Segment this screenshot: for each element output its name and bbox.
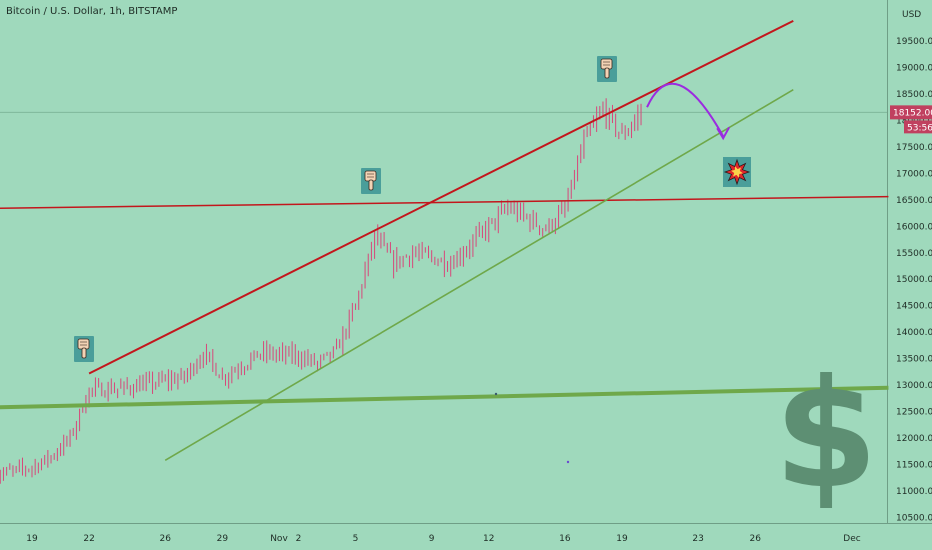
y-tick-label: 15500.00: [896, 249, 932, 259]
pointing-hand-icon: [74, 336, 94, 362]
y-tick-label: 18500.00: [896, 90, 932, 100]
pointing-hand-icon: [597, 56, 617, 82]
x-tick-label: Nov: [270, 534, 288, 544]
y-tick-label: 19000.00: [896, 63, 932, 73]
y-tick-label: 12500.00: [896, 408, 932, 418]
x-tick-label: Dec: [843, 534, 860, 544]
trendline-support[interactable]: [164, 89, 794, 461]
y-tick-label: 10500.00: [896, 513, 932, 523]
x-tick-label: 2: [296, 534, 302, 544]
countdown-value: 53:56: [907, 123, 932, 133]
trendline-resistance[interactable]: [88, 19, 794, 375]
x-tick-label: 29: [217, 534, 229, 544]
y-tick-label: 13500.00: [896, 355, 932, 365]
x-tick-label: 26: [159, 534, 171, 544]
y-tick-label: 17000.00: [896, 169, 932, 179]
pointing-hand-icon: [361, 168, 381, 194]
y-tick-label: 11500.00: [896, 461, 932, 471]
x-tick-label: 9: [429, 534, 435, 544]
projection-arrow[interactable]: [646, 82, 725, 137]
x-tick-label: 22: [83, 534, 94, 544]
y-tick-label: 19500.00: [896, 37, 932, 47]
price-axis[interactable]: [888, 0, 932, 550]
x-tick-label: 19: [616, 534, 628, 544]
trendline-long-term-support[interactable]: [0, 385, 889, 410]
y-tick-label: 15000.00: [896, 275, 932, 285]
y-tick-label: 14000.00: [896, 328, 932, 338]
x-tick-label: 19: [26, 534, 38, 544]
countdown-tag: [904, 120, 932, 134]
x-tick-label: 5: [353, 534, 359, 544]
current-price-tag: [890, 105, 932, 120]
axis-labels: 10500.00 11000.00 11500.00 12000.00 12500.00…: [26, 10, 932, 544]
y-tick-label: 17500.00: [896, 143, 932, 153]
x-tick-label: 23: [692, 534, 703, 544]
candle-series: [0, 98, 642, 484]
y-tick-label: 16000.00: [896, 222, 932, 232]
y-tick-label: 13000.00: [896, 381, 932, 391]
y-tick-label: 16500.00: [896, 196, 932, 206]
x-tick-label: 12: [483, 534, 494, 544]
y-tick-label: 11000.00: [896, 487, 932, 497]
current-price-value: 18152.00: [893, 108, 932, 118]
marker-dot: [566, 460, 570, 464]
chart-title: Bitcoin / U.S. Dollar, 1h, BITSTAMP: [6, 6, 178, 17]
dollar-sign-icon: $: [774, 348, 878, 522]
annotation-icons: $: [74, 56, 878, 522]
x-tick-label: 16: [559, 534, 571, 544]
trendline-horizontal[interactable]: [0, 195, 889, 209]
marker-dot: [494, 392, 498, 396]
currency-label: USD: [902, 10, 921, 20]
trendlines: [0, 19, 889, 461]
projection-arrowhead: [716, 126, 731, 141]
explosion-icon: [723, 157, 751, 187]
y-tick-label: 14500.00: [896, 302, 932, 312]
x-tick-label: 26: [749, 534, 761, 544]
y-tick-label: 12000.00: [896, 434, 932, 444]
